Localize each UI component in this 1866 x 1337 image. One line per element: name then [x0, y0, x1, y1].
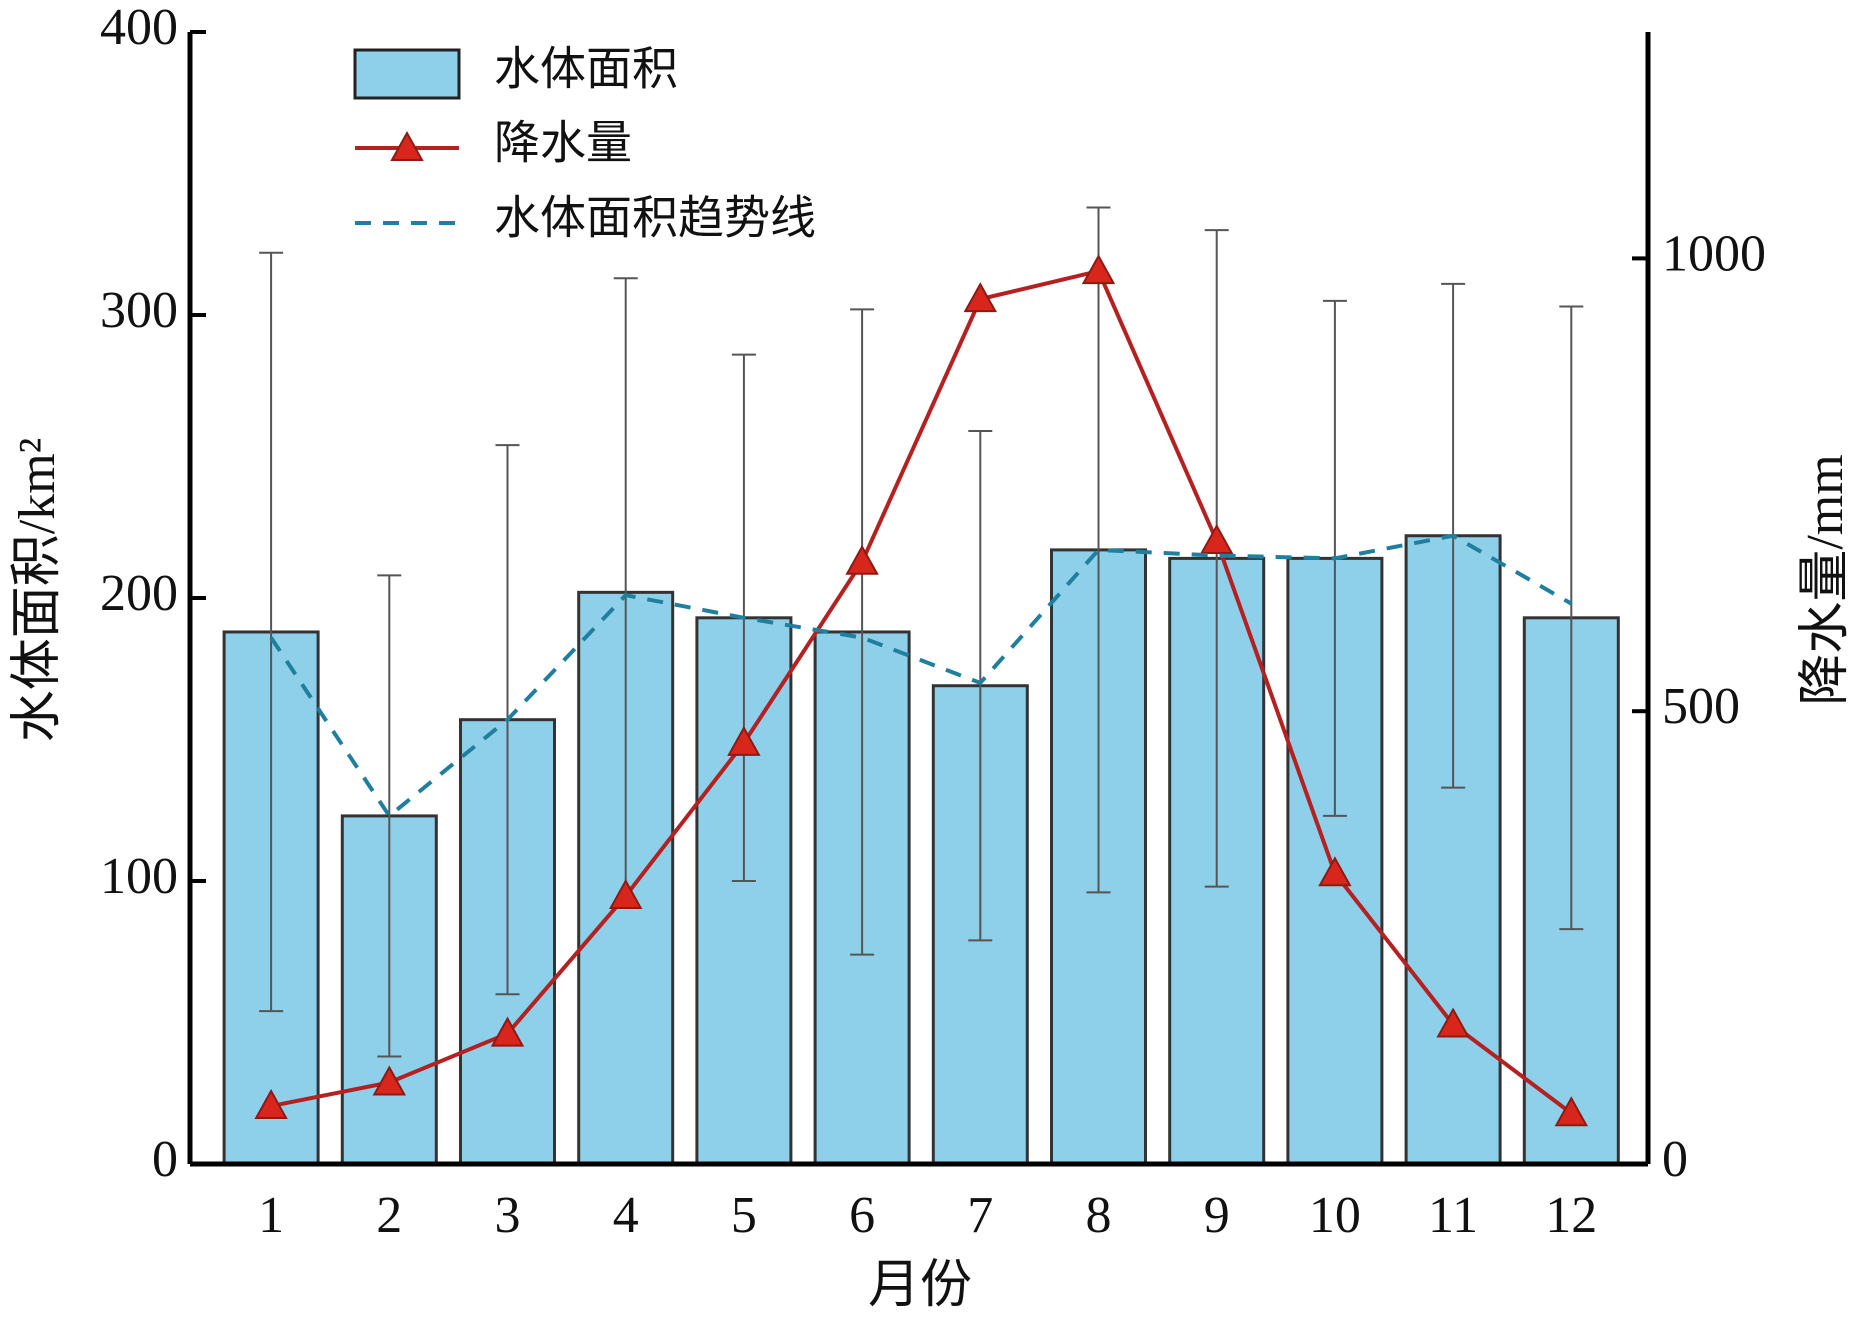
x-axis-title: 月份	[868, 1257, 972, 1314]
x-tick-label: 2	[376, 1187, 402, 1244]
y2-tick-label: 1000	[1662, 225, 1766, 282]
x-tick-label: 4	[613, 1187, 639, 1244]
rain-line	[270, 268, 1573, 1115]
rain-marker	[609, 878, 643, 909]
x-tick-label: 5	[731, 1187, 757, 1244]
rain-marker	[845, 544, 879, 575]
x-tick-label: 1	[258, 1187, 284, 1244]
rain-marker	[1318, 856, 1352, 887]
x-tick-label: 12	[1545, 1187, 1597, 1244]
rain-marker	[1554, 1096, 1588, 1127]
y-tick-label: 0	[152, 1131, 178, 1188]
trend-line	[269, 533, 1573, 819]
legend-swatch	[353, 48, 461, 100]
y2-tick-label: 500	[1662, 678, 1740, 735]
x-tick-label: 9	[1204, 1187, 1230, 1244]
y-tick-label: 100	[100, 848, 178, 905]
rain-marker	[372, 1065, 406, 1096]
rain-marker	[490, 1016, 525, 1047]
y2-tick-label: 0	[1662, 1131, 1688, 1188]
rain-marker	[1200, 523, 1234, 554]
y-tick-label: 200	[100, 565, 178, 622]
legend-label: 水体面积趋势线	[494, 193, 816, 244]
y-tick-label: 400	[100, 0, 178, 56]
rain-marker	[963, 282, 997, 313]
rain-marker	[1436, 1007, 1470, 1038]
legend-marker	[390, 130, 424, 161]
legend-label: 降水量	[494, 118, 632, 169]
y2-axis-title: 降水量/mm	[1797, 454, 1854, 705]
x-tick-label: 6	[849, 1187, 875, 1244]
y-tick-label: 300	[100, 282, 178, 339]
x-tick-label: 8	[1086, 1187, 1112, 1244]
x-tick-label: 10	[1309, 1187, 1361, 1244]
rain-marker	[727, 725, 761, 756]
legend-label: 水体面积	[494, 44, 678, 95]
rain-marker	[1081, 254, 1116, 285]
rain-marker	[254, 1088, 288, 1120]
x-tick-label: 3	[495, 1187, 521, 1244]
x-tick-label: 11	[1428, 1187, 1478, 1244]
x-tick-label: 7	[967, 1187, 993, 1244]
y-axis-title: 水体面积/km²	[9, 438, 66, 743]
